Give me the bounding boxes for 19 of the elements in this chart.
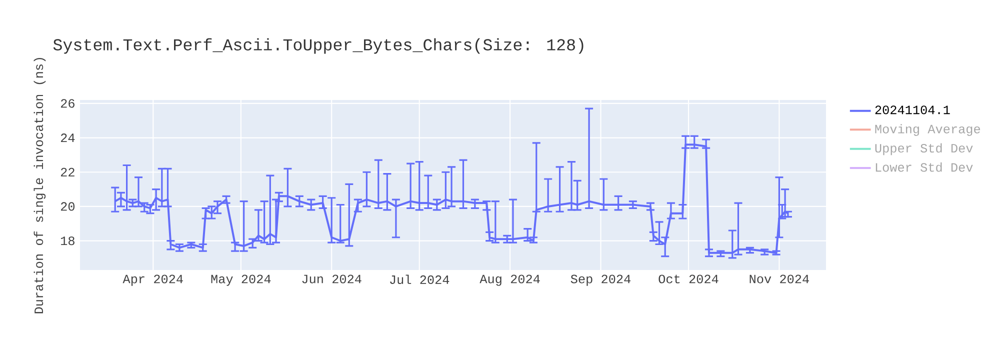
y-tick-label: 26 [60,99,74,108]
x-tick-label: Oct 2024 [658,274,718,284]
chart-title: System.Text.Perf_Ascii.ToUpper_Bytes_Chars(Size: 128) [53,38,584,54]
x-tick-label: May 2024 [211,274,271,286]
y-axis-title: Duration of single invocation (ns) [34,58,46,314]
x-tick-label: Aug 2024 [480,274,540,286]
legend-label: Moving Average [875,124,980,136]
y-tick-label: 24 [60,134,75,142]
legend-label: 20241104.1 [875,106,950,114]
y-tick-label: 20 [60,202,75,211]
legend-label: Upper Std Dev [875,143,973,156]
x-tick-label: Jul 2024 [390,274,450,284]
x-tick-label: Apr 2024 [122,274,183,286]
legend-label: Lower Std Dev [876,162,973,172]
x-tick-label: Sep 2024 [570,274,630,286]
y-tick-label: 18 [61,236,74,246]
x-tick-label: Nov 2024 [750,274,809,284]
y-tick-label: 22 [60,168,74,176]
x-tick-label: Jun 2024 [302,274,362,284]
